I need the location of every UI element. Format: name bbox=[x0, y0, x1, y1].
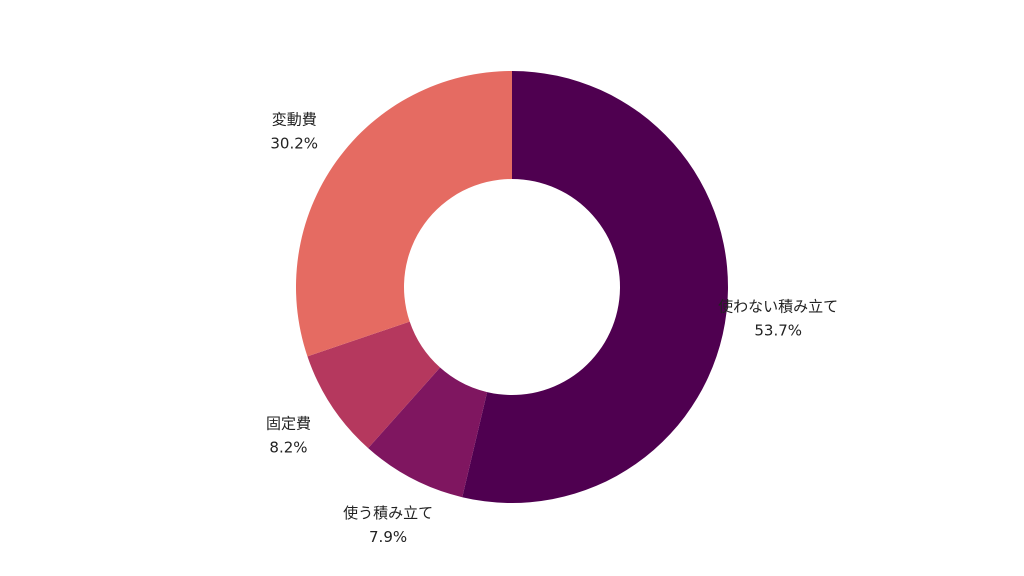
donut-slice bbox=[462, 71, 728, 503]
slice-label: 使う積み立て bbox=[343, 504, 433, 522]
value-label: 53.7% bbox=[754, 322, 802, 340]
donut-slice bbox=[307, 321, 441, 449]
slice-label: 変動費 bbox=[272, 110, 317, 128]
value-label: 7.9% bbox=[369, 528, 407, 546]
value-label: 8.2% bbox=[269, 438, 307, 456]
donut-slice bbox=[368, 367, 488, 498]
value-label: 30.2% bbox=[270, 134, 318, 152]
slice-label: 使わない積み立て bbox=[718, 298, 838, 316]
donut-slice bbox=[296, 71, 512, 357]
slice-label: 固定費 bbox=[266, 414, 311, 432]
